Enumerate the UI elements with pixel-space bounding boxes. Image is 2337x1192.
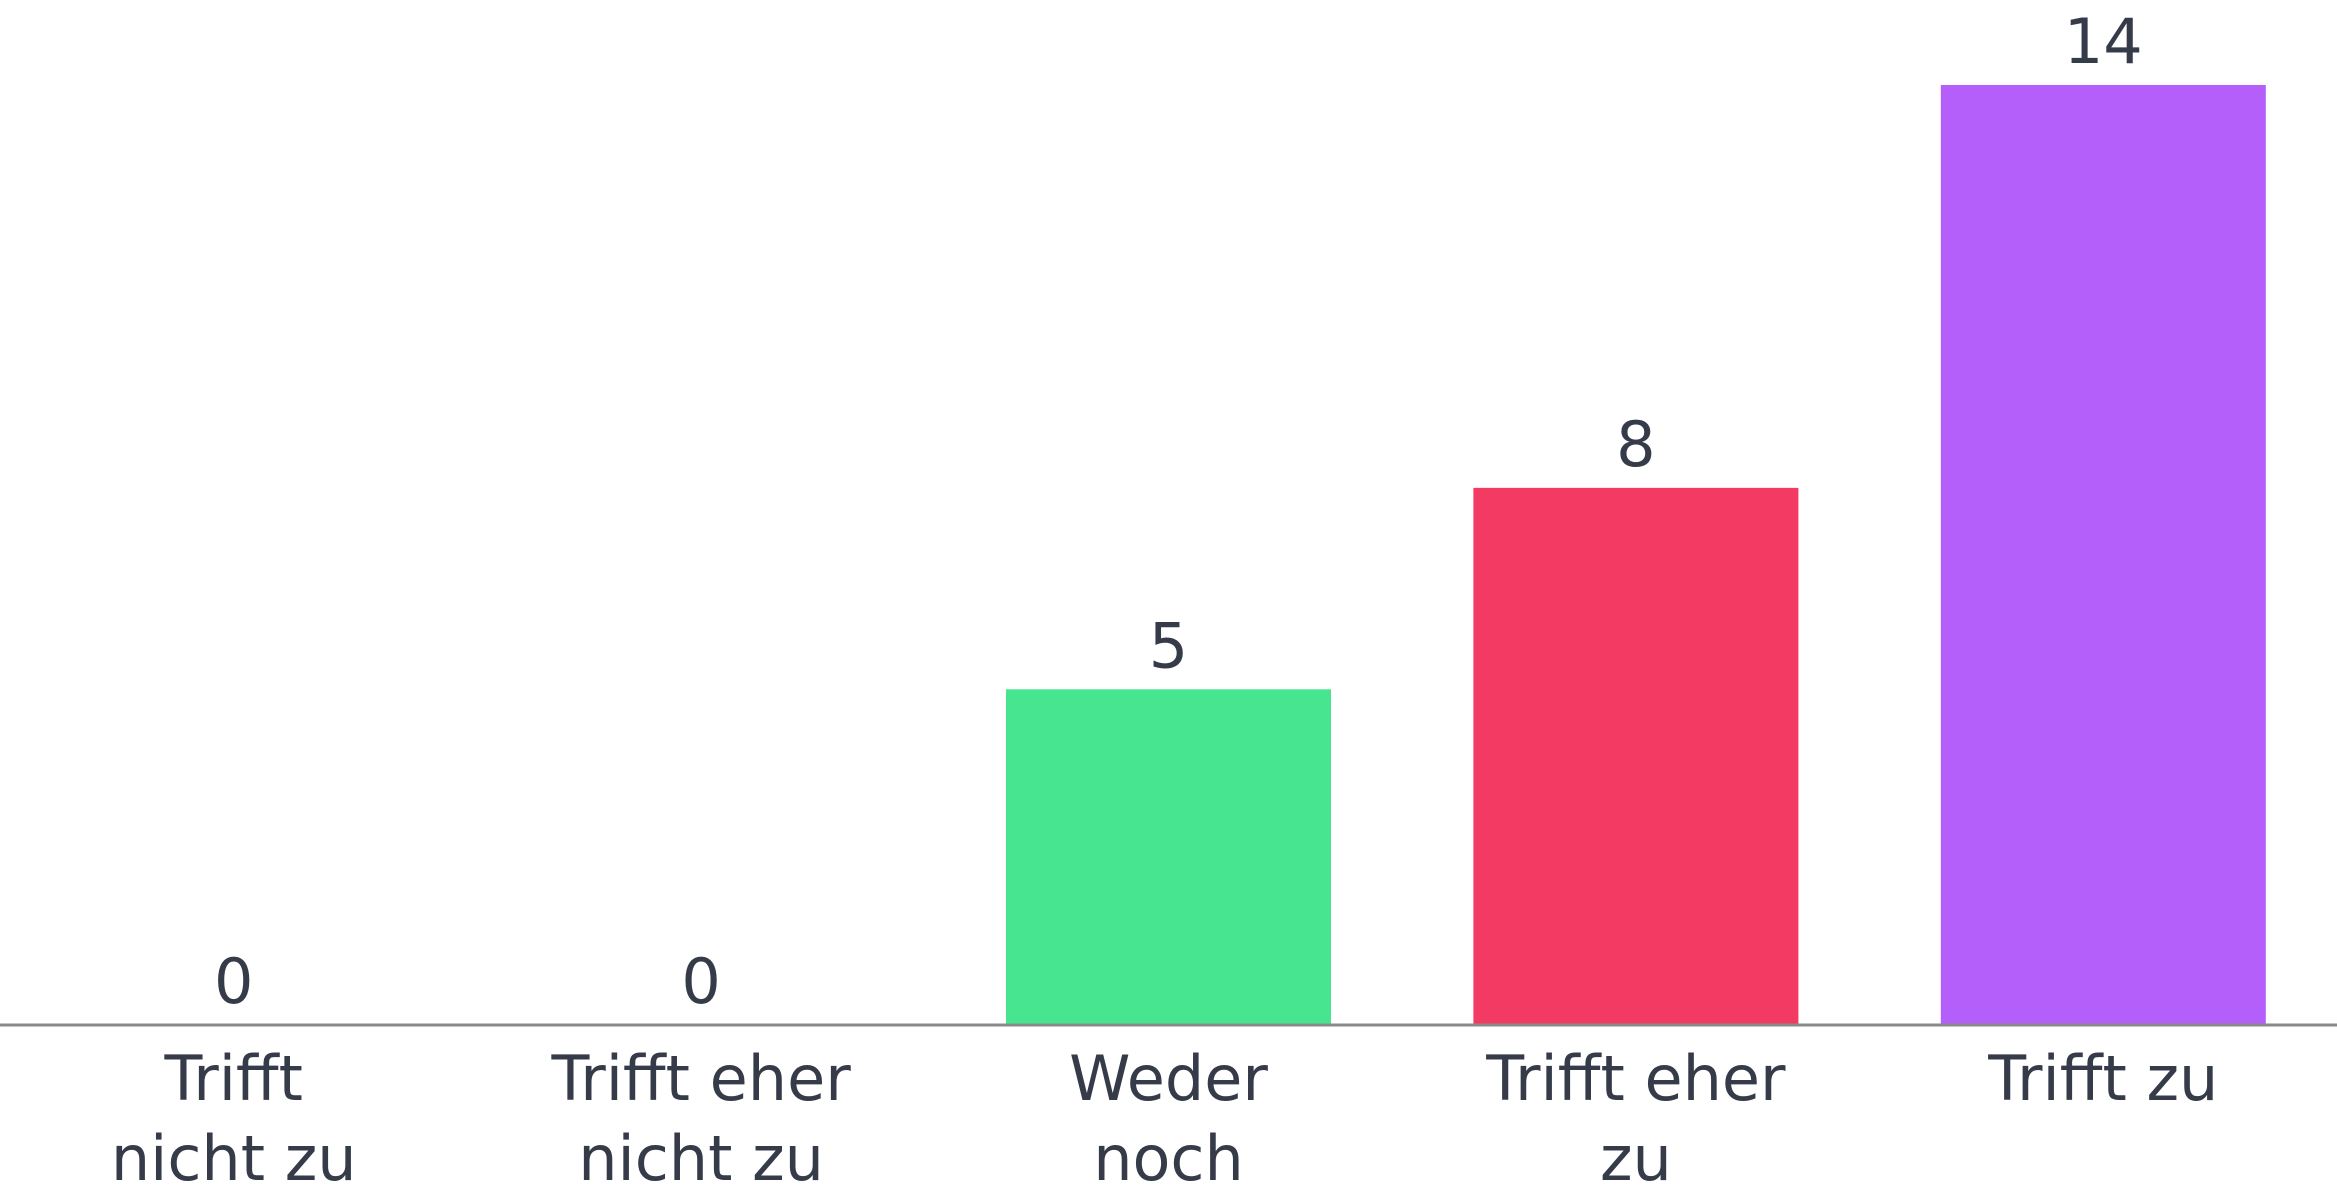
category-label-line: Trifft zu [1987,1042,2218,1115]
bar-5 [1940,85,2266,1025]
bars-group [1006,85,2266,1025]
value-label-2: 0 [681,945,720,1018]
category-label-3: Weder noch [1069,1042,1268,1192]
value-labels-group: 0 0 5 8 14 [214,5,2143,1018]
category-label-line: Trifft [163,1042,303,1115]
bar-4 [1473,487,1799,1025]
value-label-5: 14 [2064,5,2143,78]
category-label-4: Trifft eher zu [1485,1042,1786,1192]
category-label-1: Trifft nicht zu [111,1042,357,1192]
value-label-1: 0 [214,945,253,1018]
value-label-3: 5 [1149,609,1188,682]
category-label-2: Trifft eher nicht zu [550,1042,851,1192]
category-label-line: Weder [1069,1042,1268,1115]
value-label-4: 8 [1616,408,1655,481]
category-label-line: nicht zu [578,1122,824,1192]
category-label-line: Trifft eher [550,1042,851,1115]
category-label-line: noch [1093,1122,1244,1192]
category-label-line: Trifft eher [1485,1042,1786,1115]
category-label-5: Trifft zu [1987,1042,2218,1115]
bar-3 [1006,689,1331,1025]
category-label-line: zu [1600,1122,1672,1192]
category-label-line: nicht zu [111,1122,357,1192]
